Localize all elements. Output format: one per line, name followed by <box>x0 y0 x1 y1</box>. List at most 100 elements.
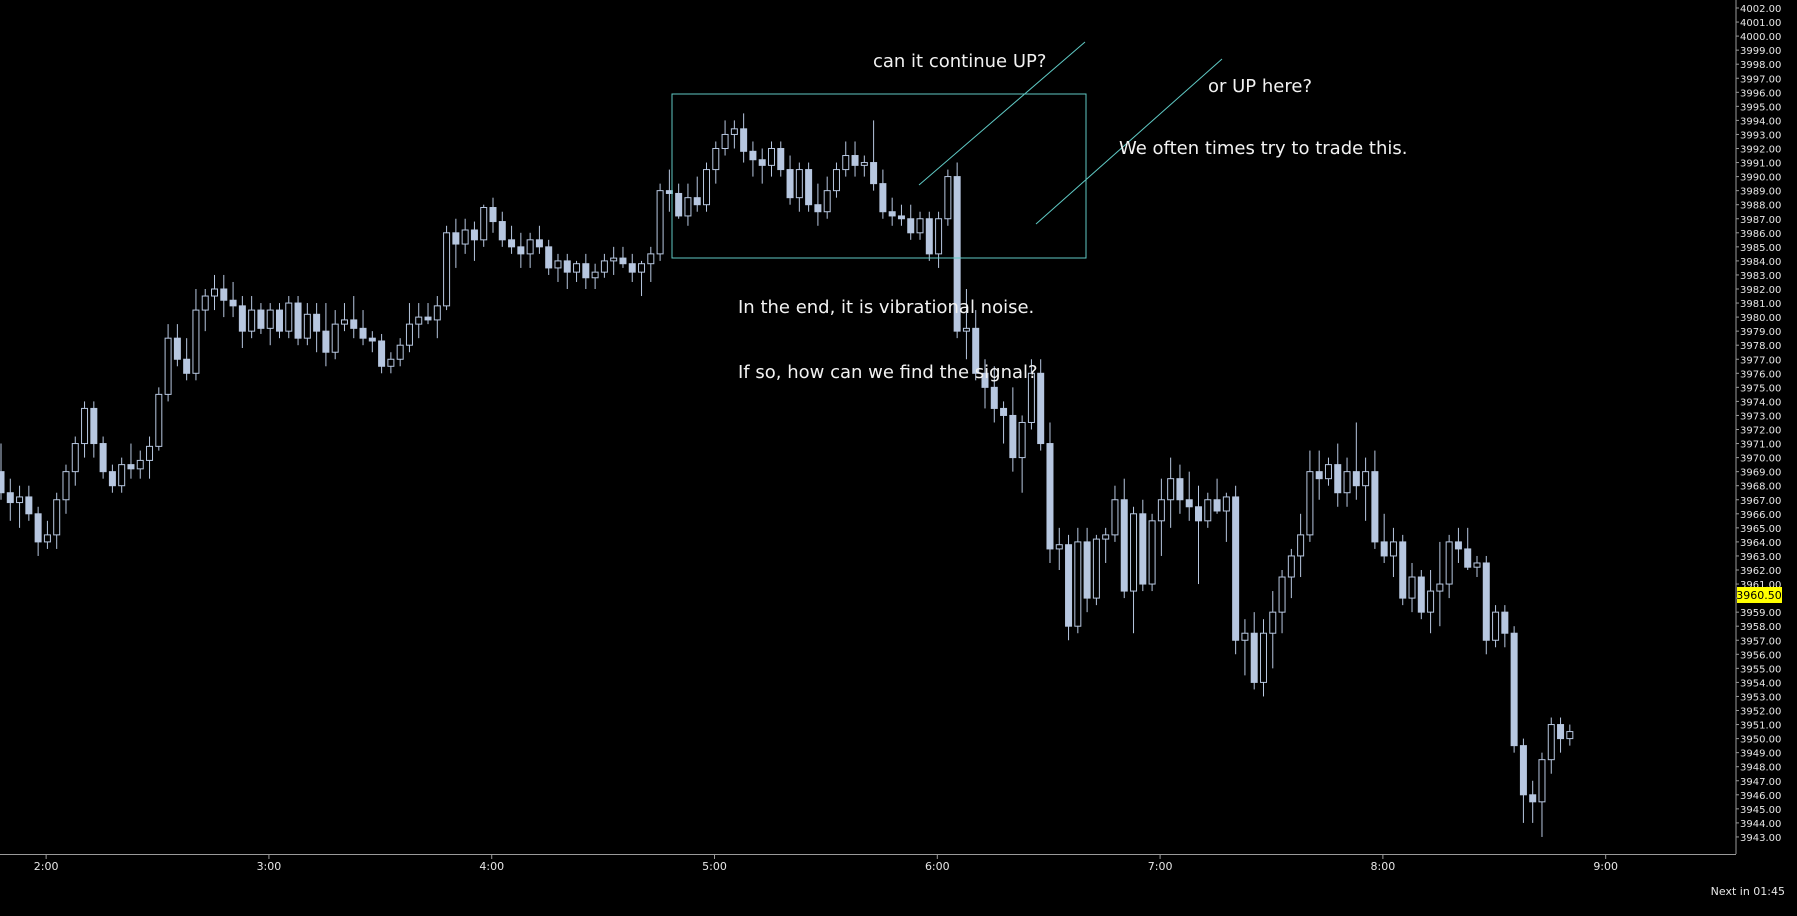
candle <box>647 246 655 282</box>
candle <box>526 232 534 268</box>
candle <box>1417 570 1425 620</box>
candle-body <box>962 327 970 332</box>
candle <box>1408 562 1416 613</box>
candle-body <box>1362 471 1370 487</box>
candle <box>851 141 859 177</box>
candle-body <box>1473 562 1481 568</box>
candle-body <box>730 128 738 135</box>
price-axis-label: 3964.00 <box>1740 538 1781 549</box>
price-axis-label: 3998.00 <box>1740 60 1781 71</box>
candle-body <box>155 393 163 447</box>
candle <box>1482 555 1490 655</box>
candle-body <box>34 513 42 543</box>
candle-body <box>1297 534 1305 557</box>
price-axis-label: 4001.00 <box>1740 18 1781 29</box>
candle <box>313 303 321 353</box>
candle-body <box>25 496 33 515</box>
candle-body <box>1241 632 1249 641</box>
candle <box>1324 457 1332 486</box>
candle <box>248 296 256 339</box>
candle <box>285 296 293 339</box>
candle <box>136 450 144 479</box>
candle <box>489 197 497 233</box>
candle <box>962 289 970 360</box>
candle-body <box>1213 499 1221 512</box>
candle-body <box>368 337 376 342</box>
candle <box>1519 738 1527 823</box>
candle <box>350 296 358 339</box>
trend-line-continue-up[interactable] <box>918 41 1086 186</box>
candle-body <box>266 309 274 329</box>
candle-body <box>1232 496 1240 641</box>
candle <box>1139 499 1147 592</box>
candle-body <box>628 263 636 273</box>
candle-body <box>535 239 543 248</box>
price-axis-label: 3983.00 <box>1740 271 1781 282</box>
candle-body <box>823 190 831 213</box>
price-axis-label: 3952.00 <box>1740 707 1781 718</box>
candle-body <box>1492 611 1500 641</box>
candle <box>545 239 553 275</box>
candle-body <box>164 337 172 395</box>
candle <box>1454 527 1462 563</box>
candle-body <box>795 169 803 199</box>
candle <box>127 443 135 479</box>
candle <box>972 310 980 381</box>
candle-body <box>1083 541 1091 599</box>
candle-body <box>211 288 219 297</box>
candle <box>359 310 367 346</box>
candle-body <box>1074 541 1082 627</box>
price-axis-label: 3997.00 <box>1740 74 1781 85</box>
price-axis-label: 3947.00 <box>1740 777 1781 788</box>
candle <box>480 204 488 247</box>
candle <box>118 457 126 493</box>
candle-body <box>1510 632 1518 747</box>
price-axis-label: 3961.00 <box>1740 580 1781 591</box>
price-axis-label: 3948.00 <box>1740 763 1781 774</box>
price-axis-label: 3994.00 <box>1740 116 1781 127</box>
candle <box>1371 450 1379 549</box>
time-axis-label: 6:00 <box>925 860 950 873</box>
candle-body <box>600 260 608 273</box>
candle-body <box>1027 372 1035 423</box>
candle-body <box>1547 724 1555 761</box>
candle <box>201 289 209 332</box>
candle-body <box>452 232 460 245</box>
candle <box>907 204 915 240</box>
price-axis-label: 3987.00 <box>1740 215 1781 226</box>
highlighted-range-box[interactable] <box>671 93 1087 259</box>
price-axis-label: 3984.00 <box>1740 257 1781 268</box>
price-axis-label: 3989.00 <box>1740 187 1781 198</box>
candle-body <box>1157 499 1165 522</box>
price-axis-label: 3951.00 <box>1740 721 1781 732</box>
candle-body <box>108 471 116 487</box>
candle <box>684 183 692 226</box>
candle <box>656 183 664 261</box>
price-axis-label: 3982.00 <box>1740 285 1781 296</box>
candle <box>1195 485 1203 585</box>
candle-body <box>805 169 813 206</box>
time-axis: 2:00 3:00 4:00 5:00 6:00 7:00 8:00 9:00 <box>34 855 1618 873</box>
candle <box>6 478 14 521</box>
candle-body <box>1046 443 1054 550</box>
candle-body <box>350 319 358 329</box>
price-axis-label: 3996.00 <box>1740 88 1781 99</box>
price-axis-label: 3963.00 <box>1740 552 1781 563</box>
price-axis-label: 3950.00 <box>1740 735 1781 746</box>
candle-body <box>953 176 961 332</box>
candle-body <box>972 327 980 374</box>
candle-body <box>638 263 646 273</box>
candle-body <box>935 218 943 255</box>
candle-body <box>1343 471 1351 494</box>
candle <box>0 443 5 500</box>
candle-body <box>183 358 191 374</box>
candle-body <box>248 309 256 332</box>
trend-line-up-here[interactable] <box>1035 58 1223 225</box>
candle-body <box>322 330 330 353</box>
candle <box>16 485 24 528</box>
candle-body <box>1250 632 1258 683</box>
candle <box>303 303 311 346</box>
candle-body <box>498 221 506 241</box>
price-axis-label: 3968.00 <box>1740 482 1781 493</box>
